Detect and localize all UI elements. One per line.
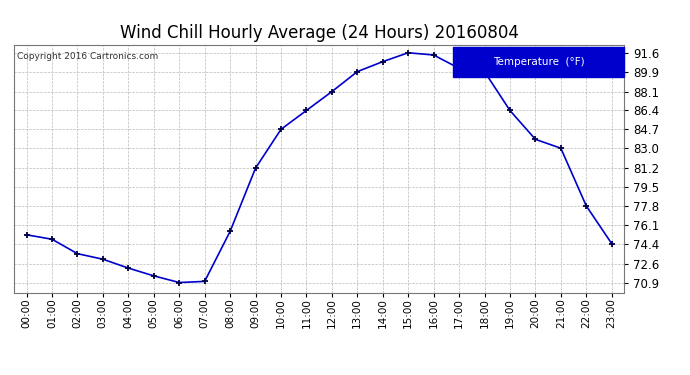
Title: Wind Chill Hourly Average (24 Hours) 20160804: Wind Chill Hourly Average (24 Hours) 201… bbox=[119, 24, 519, 42]
Text: Copyright 2016 Cartronics.com: Copyright 2016 Cartronics.com bbox=[17, 53, 158, 62]
FancyBboxPatch shape bbox=[453, 48, 624, 77]
Text: Temperature  (°F): Temperature (°F) bbox=[493, 57, 584, 68]
